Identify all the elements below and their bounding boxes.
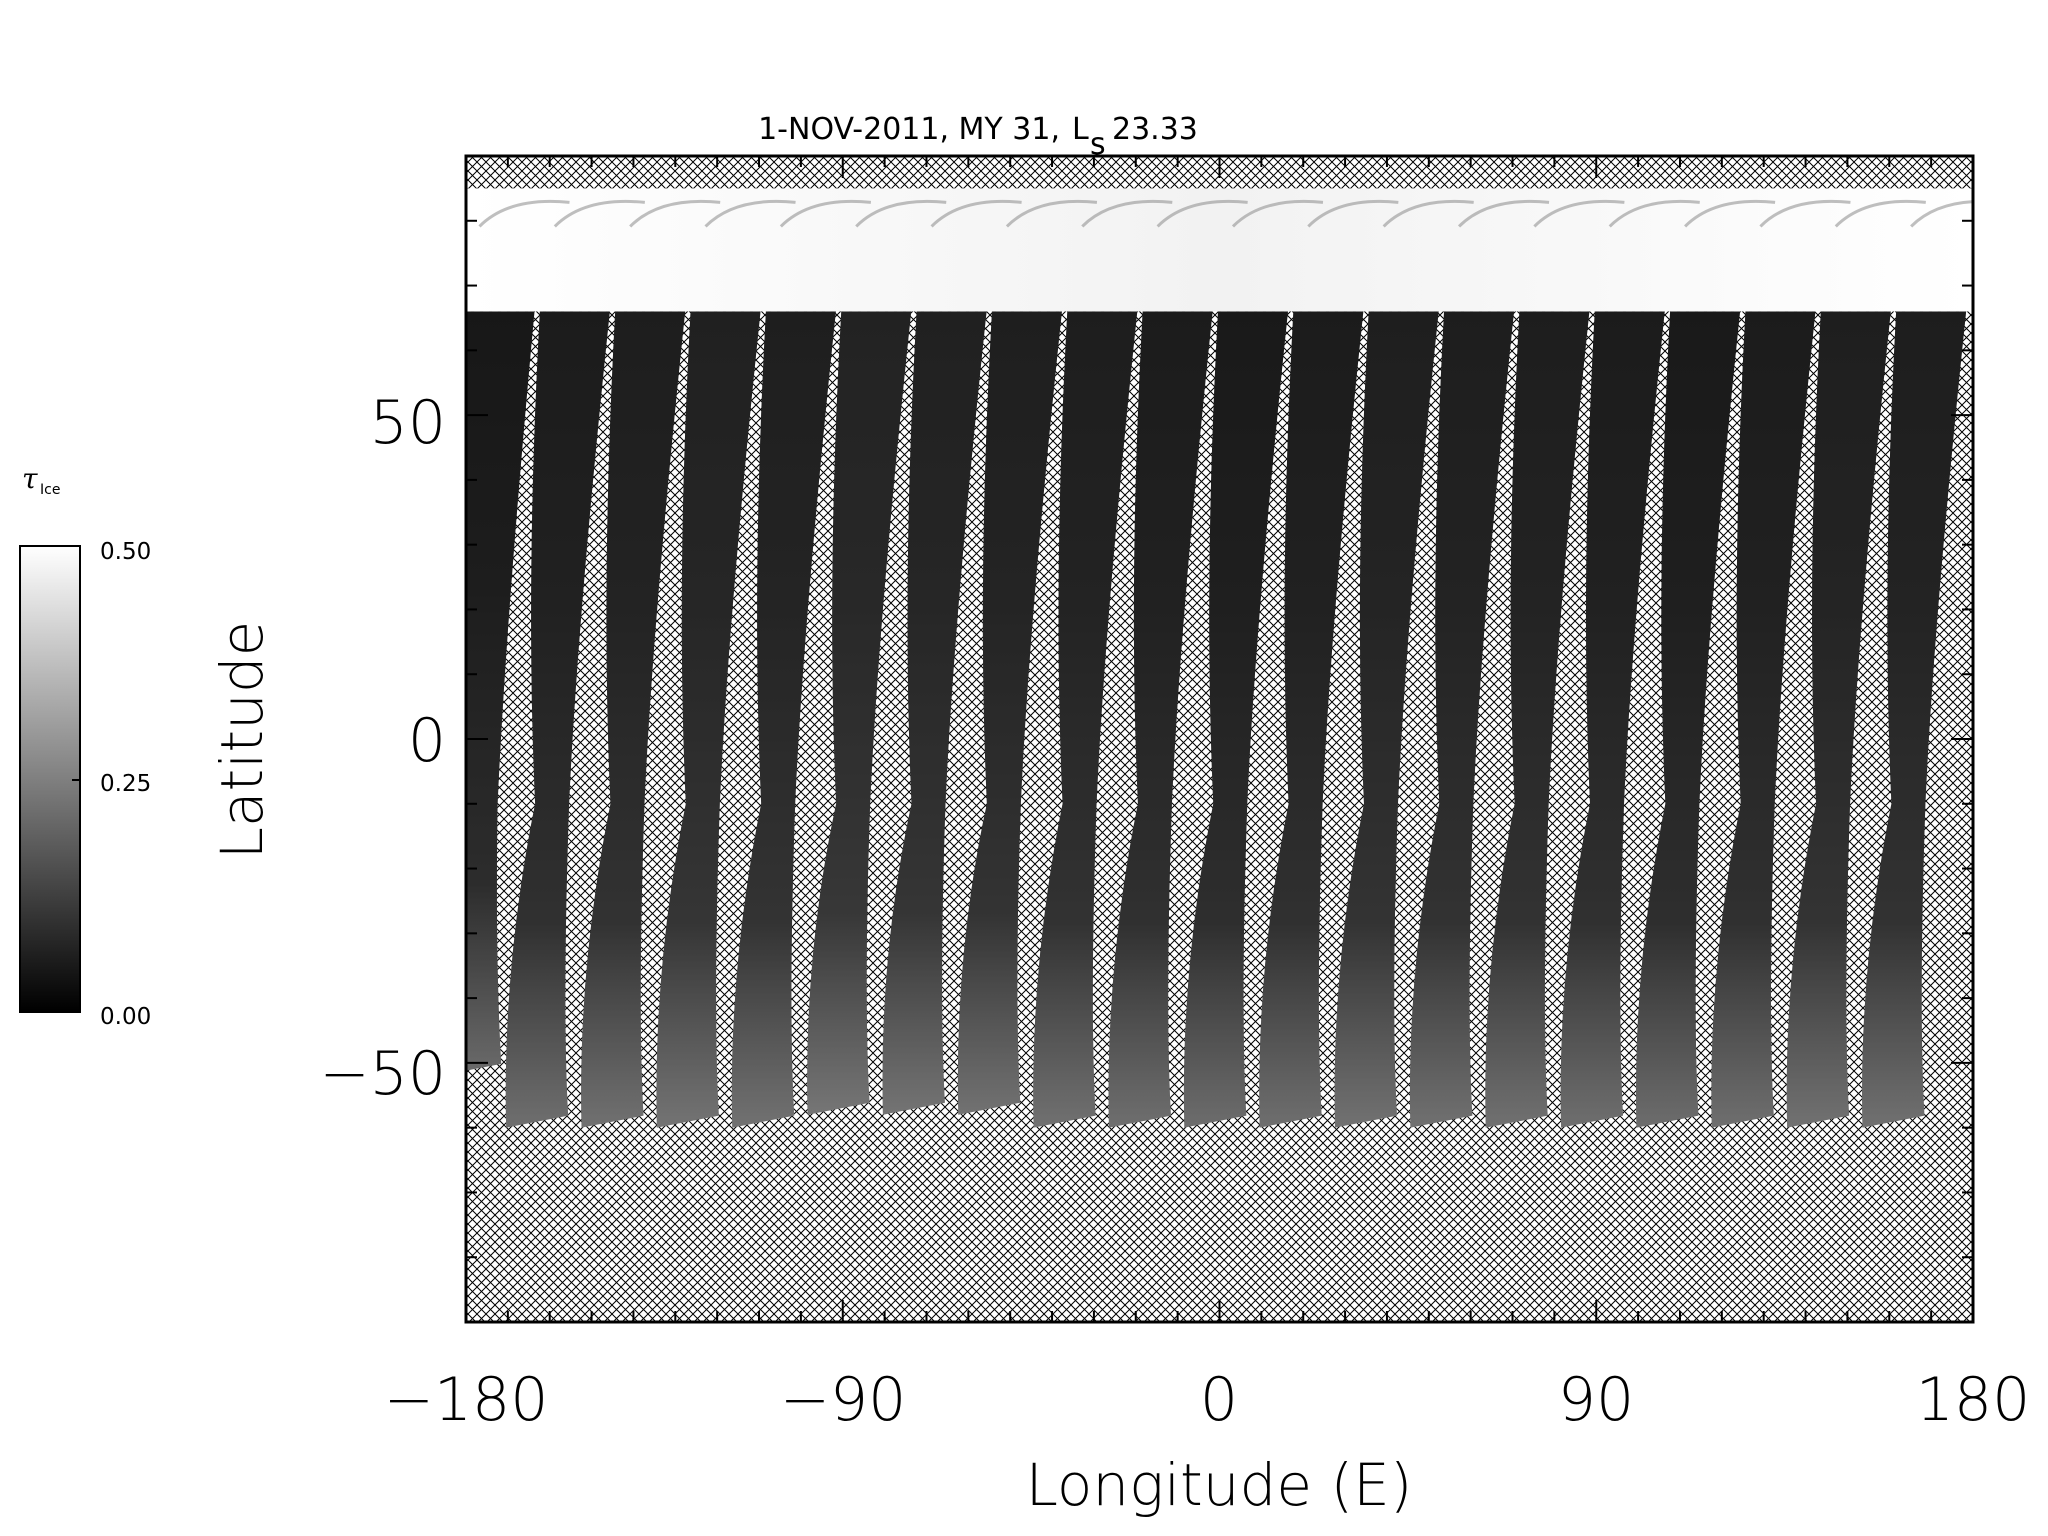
cap-orbit-edge	[779, 199, 872, 228]
colorbar-label-tau: τ	[22, 462, 38, 495]
cap-orbit-edge	[1759, 199, 1851, 228]
orbit-swath-value	[1108, 311, 1213, 1128]
orbit-swath	[505, 311, 610, 1128]
plot-area	[464, 154, 1975, 1324]
y-tick-labels: −50 0 50	[319, 388, 446, 1109]
orbit-swath-value	[882, 311, 987, 1115]
orbit-swath-value	[505, 311, 610, 1128]
orbit-swath-value	[656, 311, 761, 1128]
orbit-swath-value	[581, 311, 686, 1128]
orbit-swath	[1711, 311, 1816, 1128]
data-layer	[466, 188, 1973, 1128]
chart-title: 1-NOV-2011, MY 31,	[758, 112, 1060, 147]
orbit-swath	[1334, 311, 1439, 1128]
orbit-swath	[882, 311, 987, 1115]
orbit-swath	[1560, 311, 1665, 1128]
orbit-swath	[581, 311, 686, 1128]
cap-orbit-edge	[1231, 199, 1324, 228]
orbit-swath	[1862, 311, 1967, 1128]
chart-title-ls-value: 23.33	[1112, 112, 1198, 147]
orbit-swath	[1033, 311, 1138, 1128]
orbit-swath-value	[1560, 311, 1665, 1128]
orbit-swath	[466, 311, 535, 1071]
cap-orbit-edge	[704, 199, 796, 228]
orbit-swath-value	[466, 311, 535, 1071]
cap-orbit-edge	[1910, 200, 1973, 228]
cap-orbit-edge	[1533, 199, 1625, 228]
cap-orbit-edge	[1005, 199, 1098, 228]
colorbar-tick-label: 0.25	[100, 771, 151, 797]
cap-orbit-edge	[1608, 199, 1700, 228]
cap-orbit-edge	[1156, 199, 1248, 228]
cap-orbit-edge	[1081, 199, 1173, 228]
x-axis-label: Longitude (E)	[1026, 1451, 1413, 1519]
orbit-swath	[1409, 311, 1515, 1128]
orbit-swath	[1485, 311, 1590, 1128]
cap-orbit-edge	[478, 199, 570, 228]
orbit-swath-value	[957, 311, 1062, 1115]
cap-orbit-edge	[1382, 199, 1474, 228]
colorbar-tick-label: 0.00	[100, 1004, 151, 1030]
colorbar-label-subscript: Ice	[40, 482, 60, 498]
x-tick-label: 90	[1558, 1365, 1634, 1435]
orbit-swath	[1259, 311, 1364, 1128]
cap-orbit-edge	[1457, 199, 1550, 228]
y-tick-label: −50	[319, 1039, 446, 1109]
chart-title-ls-symbol: L	[1072, 112, 1089, 147]
cap-orbit-edge	[855, 199, 947, 228]
orbit-swath	[957, 311, 1062, 1115]
chart-title-ls-subscript: s	[1090, 127, 1106, 162]
cap-orbit-edge	[930, 199, 1022, 228]
y-tick-label: 50	[370, 388, 446, 458]
orbit-swath-value	[1635, 311, 1741, 1128]
orbit-swath-value	[1862, 311, 1967, 1128]
orbit-swath-value	[1259, 311, 1364, 1128]
orbit-swath-value	[807, 311, 912, 1115]
orbit-swath-value	[1485, 311, 1590, 1128]
orbit-swath	[1635, 311, 1741, 1128]
x-tick-label: 180	[1916, 1365, 2031, 1435]
x-tick-labels: −180 −90 0 90 180	[384, 1365, 2031, 1435]
orbit-swath	[807, 311, 912, 1115]
colorbar-tick-label: 0.50	[100, 539, 151, 565]
colorbar-gradient	[19, 545, 81, 1013]
cap-orbit-edge	[1684, 199, 1776, 228]
orbit-swath	[1786, 311, 1891, 1128]
x-tick-label: 0	[1200, 1365, 1238, 1435]
orbit-swath-value	[1334, 311, 1439, 1128]
orbit-swath-value	[1183, 311, 1288, 1128]
orbit-swath-value	[1711, 311, 1816, 1128]
x-tick-label: −180	[384, 1365, 549, 1435]
orbit-swath-value	[731, 311, 836, 1128]
x-tick-label: −90	[780, 1365, 907, 1435]
y-axis-label: Latitude	[208, 621, 276, 860]
orbit-swath-value	[1786, 311, 1891, 1128]
colorbar: τ Ice 0.50 0.25 0.00	[19, 462, 151, 1030]
orbit-swath	[731, 311, 836, 1128]
y-tick-label: 0	[408, 706, 446, 776]
orbit-swath	[1108, 311, 1213, 1128]
cap-orbit-edge	[629, 199, 721, 228]
orbit-swath	[656, 311, 761, 1128]
cap-orbit-edge	[553, 199, 645, 228]
orbit-swath-value	[1409, 311, 1515, 1128]
cap-orbit-edge	[1834, 199, 1926, 228]
orbit-swath-value	[1033, 311, 1138, 1128]
axis-ticks	[465, 155, 1974, 1323]
cap-orbit-edge	[1307, 199, 1399, 228]
orbit-swath	[1183, 311, 1288, 1128]
polar-ice-band	[466, 188, 1973, 312]
